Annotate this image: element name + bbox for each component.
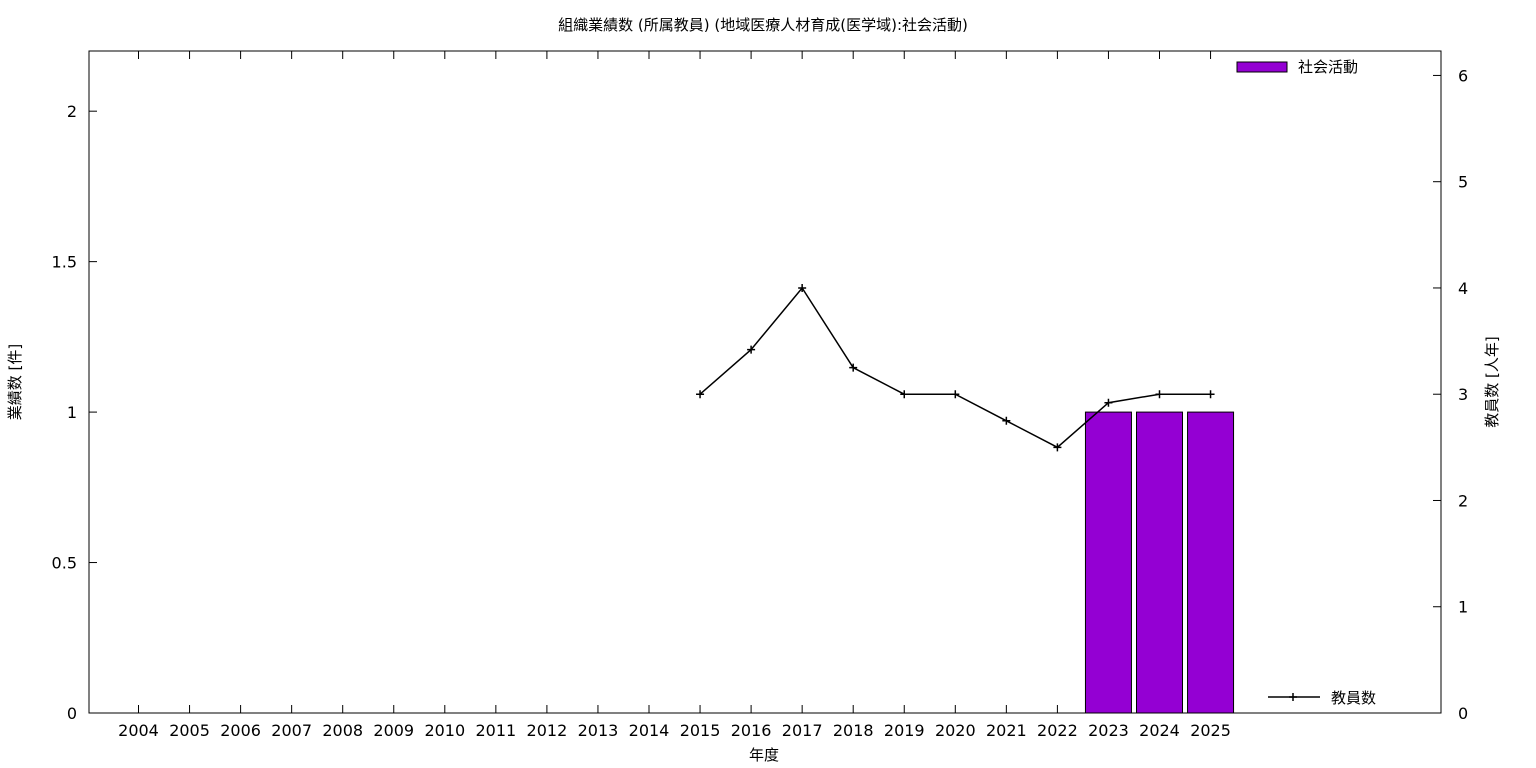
x-tick-label: 2025	[1190, 721, 1231, 740]
right-tick-label: 3	[1458, 385, 1468, 404]
legend-line-label: 教員数	[1331, 689, 1376, 707]
line-series	[696, 283, 1215, 452]
x-tick-label: 2020	[935, 721, 976, 740]
left-tick-label: 1.5	[52, 253, 77, 272]
x-axis: 2004 2005 2006 2007 2008 2009 2010 2011 2012 2013…	[118, 51, 1231, 740]
bar-series	[1084, 411, 1235, 714]
x-tick-label: 2010	[424, 721, 465, 740]
x-tick-label: 2014	[629, 721, 670, 740]
right-tick-label: 0	[1458, 704, 1468, 723]
left-tick-label: 0	[67, 704, 77, 723]
x-tick-label: 2015	[680, 721, 721, 740]
line-point	[798, 283, 807, 292]
legend-bar-label: 社会活動	[1298, 58, 1358, 76]
legend-line-marker	[1289, 693, 1297, 701]
plot-frame	[88, 50, 1442, 714]
x-tick-label: 2011	[475, 721, 516, 740]
x-tick-label: 2013	[578, 721, 619, 740]
line-point	[696, 390, 705, 399]
right-tick-label: 2	[1458, 491, 1468, 510]
x-tick-label: 2019	[884, 721, 925, 740]
right-tick-label: 1	[1458, 598, 1468, 617]
line-point	[900, 390, 909, 399]
line-point	[1155, 390, 1164, 399]
right-axis: 0 1 2 3 4 5 6	[1433, 66, 1468, 723]
x-tick-label: 2012	[527, 721, 568, 740]
bar	[1136, 411, 1183, 714]
line-point	[1206, 390, 1215, 399]
left-tick-label: 2	[67, 102, 77, 121]
x-tick-label: 2008	[322, 721, 363, 740]
chart-title: 組織業績数 (所属教員) (地域医療人材育成(医学域):社会活動)	[558, 16, 968, 34]
x-tick-label: 2009	[373, 721, 414, 740]
legend-bar: 社会活動	[1236, 58, 1358, 76]
x-tick-label: 2022	[1037, 721, 1078, 740]
line-point	[747, 345, 756, 354]
x-tick-label: 2024	[1139, 721, 1180, 740]
line-point	[1053, 443, 1062, 452]
left-tick-label: 0.5	[52, 554, 77, 573]
right-tick-label: 6	[1458, 66, 1468, 85]
legend-line: 教員数	[1268, 689, 1376, 707]
line-point	[849, 363, 858, 372]
y-axis-label-right: 教員数 [人年]	[1483, 336, 1501, 427]
bar	[1187, 411, 1235, 714]
line-point	[1002, 416, 1011, 425]
x-tick-label: 2004	[118, 721, 159, 740]
y-axis-label-left: 業績数 [件]	[6, 344, 24, 420]
x-tick-label: 2006	[220, 721, 261, 740]
legend-bar-swatch	[1236, 61, 1288, 73]
x-axis-label: 年度	[749, 746, 779, 764]
x-tick-label: 2017	[782, 721, 823, 740]
x-tick-label: 2005	[169, 721, 210, 740]
bar	[1084, 411, 1132, 714]
x-tick-label: 2007	[271, 721, 312, 740]
x-tick-label: 2021	[986, 721, 1027, 740]
line-point	[951, 390, 960, 399]
x-tick-label: 2016	[731, 721, 772, 740]
line-path	[699, 286, 1211, 449]
right-tick-label: 4	[1458, 279, 1468, 298]
right-tick-label: 5	[1458, 173, 1468, 192]
left-tick-label: 1	[67, 403, 77, 422]
line-point	[1104, 398, 1113, 407]
x-tick-label: 2018	[833, 721, 874, 740]
x-tick-label: 2023	[1088, 721, 1129, 740]
left-axis: 0 0.5 1 1.5 2	[52, 102, 97, 723]
